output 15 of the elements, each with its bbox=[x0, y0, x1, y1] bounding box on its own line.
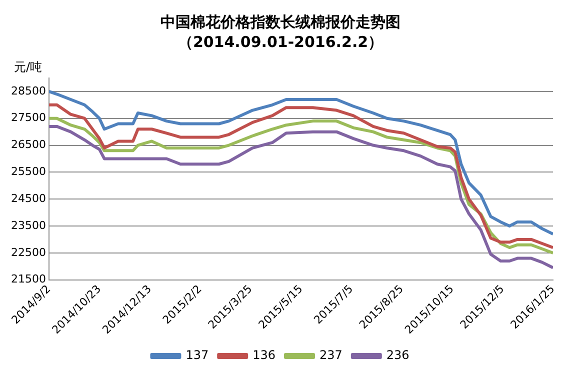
chart-title: 中国棉花价格指数长绒棉报价走势图 bbox=[160, 12, 400, 31]
legend-label: 237 bbox=[320, 348, 342, 362]
chart-subtitle: （2014.09.01-2016.2.2） bbox=[178, 32, 384, 51]
legend-label: 136 bbox=[252, 348, 276, 362]
y-axis-title: 元/吨 bbox=[14, 60, 42, 74]
y-tick-label: 25500 bbox=[10, 165, 46, 178]
y-tick-label: 23500 bbox=[10, 218, 46, 232]
legend-label: 236 bbox=[386, 348, 410, 362]
y-tick-label: 28500 bbox=[10, 84, 46, 98]
y-tick-label: 22500 bbox=[10, 246, 46, 259]
y-tick-label: 26500 bbox=[10, 138, 46, 152]
y-tick-label: 24500 bbox=[10, 192, 46, 205]
y-tick-label: 21500 bbox=[10, 272, 46, 286]
legend-label: 137 bbox=[186, 348, 209, 362]
y-tick-label: 27500 bbox=[10, 111, 46, 124]
